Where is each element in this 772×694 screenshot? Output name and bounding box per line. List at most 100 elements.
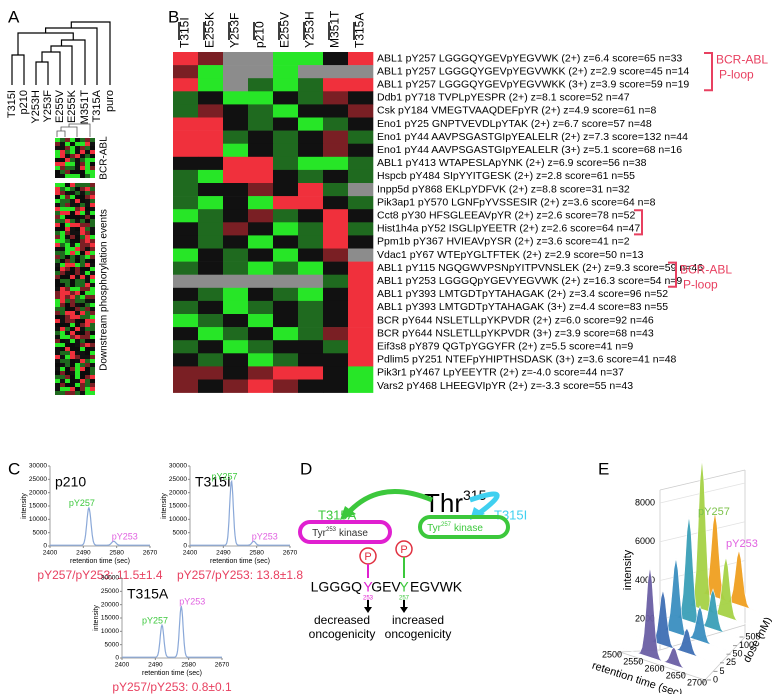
heatmap-cell [55,363,60,367]
heatmap-cell [173,156,199,171]
heatmap-cell [70,259,75,263]
heatmap-cell [60,150,65,154]
heatmap-cell [60,199,65,203]
heatmap-cell [90,239,95,243]
heatmap-cell [55,391,60,395]
heatmap-cell [65,291,70,295]
row-label: BCR pY644 NSLETLLpYKPVDR (2+) z=6.0 scor… [377,314,654,326]
sequence: EGVWK [410,579,463,595]
heatmap-cell [323,287,349,302]
heatmap-cell [60,235,65,239]
heatmap-cell [323,248,349,262]
heatmap-cell [298,379,324,393]
heatmap-cell [55,162,60,166]
y-tick-label: 30000 [29,463,47,470]
heatmap-cell [55,343,60,347]
heatmap-cell [80,203,85,207]
heatmap-cell [298,287,324,302]
heatmap-cell [55,319,60,323]
heatmap-cell [90,267,95,271]
heatmap-cell [65,207,70,211]
heatmap-cell [198,248,224,262]
heatmap-cell [75,142,80,146]
heatmap-cell [55,239,60,243]
heatmap-cell [65,303,70,307]
heatmap-cell [80,291,85,295]
heatmap-cell [80,223,85,227]
heatmap-cell [60,247,65,251]
heatmap-cell [65,315,70,319]
heatmap-cell [75,351,80,355]
heatmap-cell [223,235,249,249]
heatmap-cell [248,353,274,367]
heatmap-cell [80,379,85,383]
heatmap-cell [273,156,299,171]
heatmap-cell [198,261,224,275]
heatmap-cell [75,158,80,162]
heatmap-cell [273,248,299,262]
heatmap-cell [70,279,75,283]
heatmap-cell [198,327,224,341]
heatmap-cell [273,169,299,184]
column-label: T315A [353,13,367,48]
heatmap-cell [80,335,85,339]
heatmap-cell [198,353,224,367]
site-number: 253 [363,596,374,602]
heatmap-cell [65,319,70,323]
heatmap-cell [90,319,95,323]
heatmap-cell [60,291,65,295]
heatmap-cell [90,367,95,371]
heatmap-cell [85,327,90,331]
heatmap-cell [223,261,249,275]
heatmap-cell [90,231,95,235]
heatmap-cell [75,235,80,239]
heatmap-cell [85,235,90,239]
heatmap-cell [85,203,90,207]
heatmap-cell [90,279,95,283]
heatmap-cell [323,314,349,328]
heatmap-cell [85,138,90,142]
heatmap-cell [173,222,199,236]
heatmap-cell [60,299,65,303]
heatmap-cell [348,274,374,289]
heatmap-cell [90,166,95,170]
strain-label: M351T [79,90,91,125]
heatmap-cell [60,327,65,331]
plot-title: T315I [195,474,231,490]
heatmap-cell [70,347,75,351]
heatmap-cell [298,156,324,171]
heatmap-cell [90,215,95,219]
heatmap-cell [60,207,65,211]
heatmap-cell [70,207,75,211]
heatmap-cell [323,274,349,289]
heatmap-cell [85,243,90,247]
row-label: Inpp5d pY868 EKLpYDFVK (2+) z=8.8 score=… [377,183,630,195]
heatmap-cell [80,146,85,150]
heatmap-cell [173,65,199,79]
heatmap-cell [70,323,75,327]
strain-label: E255K [66,89,78,123]
heatmap-cell [65,347,70,351]
heatmap-cell [85,363,90,367]
heatmap-cell [80,219,85,223]
x-tick-label: 2580 [249,550,264,557]
heatmap-cell [55,215,60,219]
x-tick-label: 2490 [148,662,163,669]
heatmap-cell [323,327,349,341]
heatmap-cell [60,223,65,227]
kinase-number: 257 [441,522,452,528]
heatmap-cell [85,251,90,255]
heatmap-cell [198,117,224,131]
heatmap-cell [85,299,90,303]
heatmap-cell [85,271,90,275]
heatmap-cell [198,274,224,289]
heatmap-cell [70,215,75,219]
heatmap-cell [298,130,324,144]
heatmap-cell [90,199,95,203]
heatmap-cell [298,169,324,184]
heatmap-cell [75,387,80,391]
y-tick-label: 5000 [173,529,188,536]
row-label: ABL1 pY413 WTAPESLApYNK (2+) z=6.9 score… [377,157,647,169]
heatmap-cell [60,283,65,287]
heatmap-cell [65,299,70,303]
